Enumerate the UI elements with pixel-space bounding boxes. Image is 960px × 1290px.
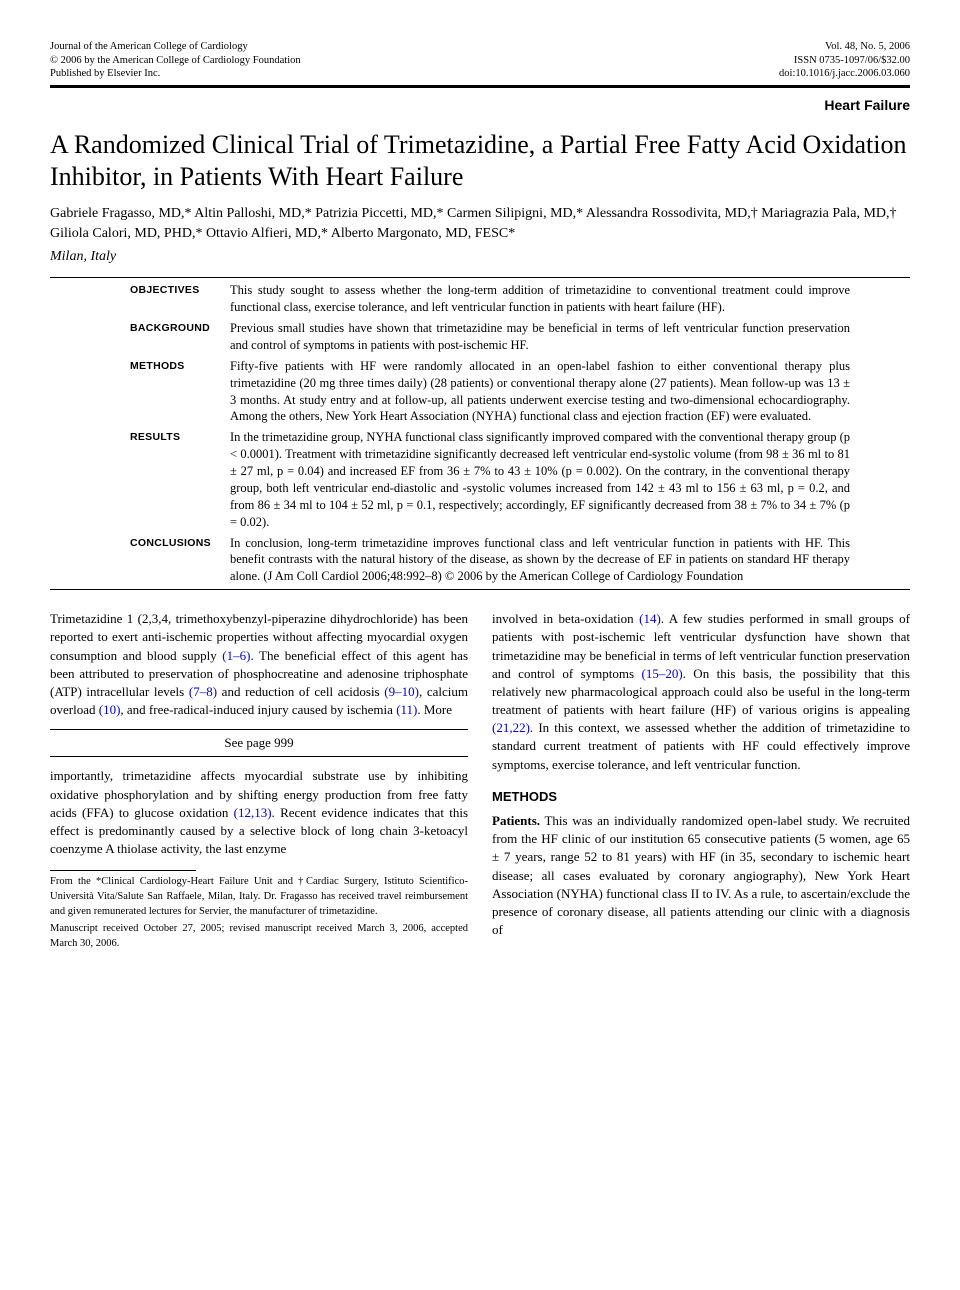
ref-link[interactable]: (11) [396, 702, 417, 717]
see-page-callout: See page 999 [50, 729, 468, 757]
journal-header-right: Vol. 48, No. 5, 2006 ISSN 0735-1097/06/$… [779, 40, 910, 81]
abstract-text: In the trimetazidine group, NYHA functio… [230, 429, 850, 530]
abstract-label: CONCLUSIONS [130, 535, 230, 586]
ref-link[interactable]: (15–20) [641, 666, 682, 681]
abstract-label: METHODS [130, 358, 230, 426]
abstract-label: OBJECTIVES [130, 282, 230, 316]
section-tag: Heart Failure [50, 96, 910, 115]
abstract-row-results: RESULTS In the trimetazidine group, NYHA… [130, 429, 850, 530]
abstract-bottom-rule [50, 589, 910, 590]
journal-header-left: Journal of the American College of Cardi… [50, 40, 301, 81]
header-rule [50, 85, 910, 88]
body-text: and reduction of cell acidosis [217, 684, 384, 699]
methods-text: This was an individually randomized open… [492, 813, 910, 937]
body-text: . In this context, we assessed whether t… [492, 720, 910, 771]
abstract-row-objectives: OBJECTIVES This study sought to assess w… [130, 282, 850, 316]
ref-link[interactable]: (14) [639, 611, 661, 626]
author-list: Gabriele Fragasso, MD,* Altin Palloshi, … [50, 204, 910, 245]
body-text: involved in beta-oxidation [492, 611, 639, 626]
ref-link[interactable]: (7–8) [189, 684, 217, 699]
abstract-row-conclusions: CONCLUSIONS In conclusion, long-term tri… [130, 535, 850, 586]
body-text: . More [417, 702, 452, 717]
abstract-row-methods: METHODS Fifty-five patients with HF were… [130, 358, 850, 426]
ref-link[interactable]: (10) [99, 702, 121, 717]
abstract-text: This study sought to assess whether the … [230, 282, 850, 316]
structured-abstract: OBJECTIVES This study sought to assess w… [130, 282, 850, 585]
abstract-label: BACKGROUND [130, 320, 230, 354]
abstract-text: Previous small studies have shown that t… [230, 320, 850, 354]
ref-link[interactable]: (9–10) [384, 684, 419, 699]
abstract-label: RESULTS [130, 429, 230, 530]
issn-line: ISSN 0735-1097/06/$32.00 [779, 54, 910, 68]
footnote-dates: Manuscript received October 27, 2005; re… [50, 922, 468, 951]
article-title: A Randomized Clinical Trial of Trimetazi… [50, 129, 910, 194]
abstract-text: In conclusion, long-term trimetazidine i… [230, 535, 850, 586]
abstract-text: Fifty-five patients with HF were randoml… [230, 358, 850, 426]
body-paragraph: involved in beta-oxidation (14). A few s… [492, 610, 910, 774]
see-page-text: See page 999 [50, 729, 468, 757]
publisher-line: Published by Elsevier Inc. [50, 67, 301, 81]
body-paragraph: Trimetazidine 1 (2,3,4, trimethoxybenzyl… [50, 610, 468, 719]
abstract-row-background: BACKGROUND Previous small studies have s… [130, 320, 850, 354]
ref-link[interactable]: (1–6) [222, 648, 250, 663]
footnote-rule [50, 870, 196, 871]
author-footnote: From the *Clinical Cardiology-Heart Fail… [50, 870, 468, 951]
doi-line: doi:10.1016/j.jacc.2006.03.060 [779, 67, 910, 81]
footnote-affiliation: From the *Clinical Cardiology-Heart Fail… [50, 875, 468, 919]
body-paragraph: importantly, trimetazidine affects myoca… [50, 767, 468, 858]
affiliation: Milan, Italy [50, 248, 910, 267]
volume-issue: Vol. 48, No. 5, 2006 [779, 40, 910, 54]
ref-link[interactable]: (12,13) [234, 805, 272, 820]
methods-runin: Patients. [492, 813, 540, 828]
methods-paragraph: Patients. This was an individually rando… [492, 812, 910, 939]
journal-header: Journal of the American College of Cardi… [50, 40, 910, 81]
ref-link[interactable]: (21,22) [492, 720, 530, 735]
body-text: , and free-radical-induced injury caused… [120, 702, 396, 717]
copyright-line: © 2006 by the American College of Cardio… [50, 54, 301, 68]
abstract-top-rule [50, 277, 910, 278]
journal-name: Journal of the American College of Cardi… [50, 40, 301, 54]
article-body: Trimetazidine 1 (2,3,4, trimethoxybenzyl… [50, 610, 910, 952]
methods-heading: METHODS [492, 788, 910, 806]
